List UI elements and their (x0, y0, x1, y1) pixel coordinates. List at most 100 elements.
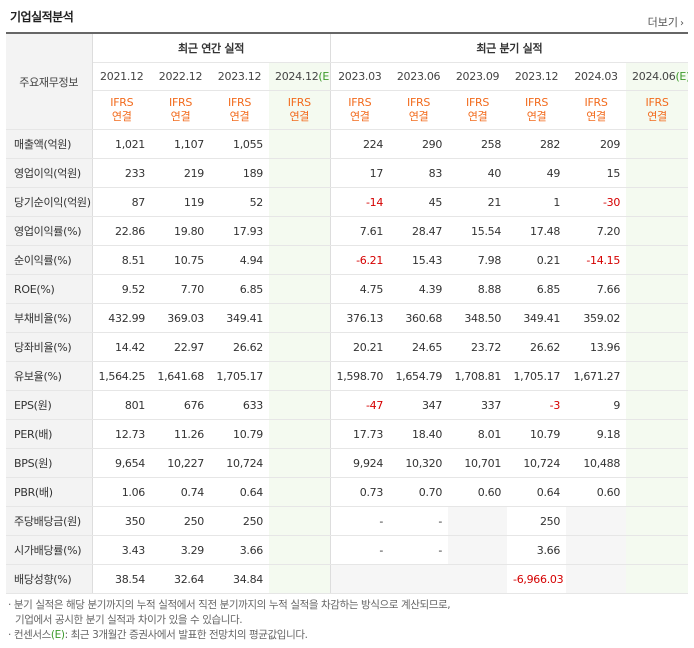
cell-value: 17.48 (507, 216, 567, 246)
row-label: 주당배당금(원) (6, 506, 93, 536)
cell-value: 10.75 (151, 245, 210, 275)
cell-value: 801 (92, 390, 151, 420)
period-label: 2024.12 (275, 70, 319, 83)
cell-value (269, 506, 331, 536)
cell-value: 7.70 (151, 274, 210, 304)
cell-value (626, 216, 689, 246)
cell-value: 10.79 (210, 419, 269, 449)
cell-value (626, 564, 689, 594)
cell-value: 3.66 (210, 535, 269, 565)
ifrs-label: IFRS (584, 96, 608, 109)
cell-value: 40 (448, 158, 508, 188)
cell-value: 369.03 (151, 303, 210, 333)
row-label: 순이익률(%) (6, 245, 93, 275)
cell-value: 1,641.68 (151, 361, 210, 391)
ifrs-label: IFRS (228, 96, 251, 109)
cell-value: -6.21 (329, 245, 390, 275)
estimate-mark: (E) (318, 70, 330, 83)
period-label: 2024.06 (632, 70, 676, 83)
cell-value: 119 (151, 187, 210, 217)
cell-value: 0.21 (507, 245, 567, 275)
cell-value: 1,654.79 (389, 361, 449, 391)
row-label: 매출액(억원) (6, 129, 93, 159)
cell-value: - (329, 535, 390, 565)
cell-value: 7.61 (329, 216, 390, 246)
row-label: 유보율(%) (6, 361, 93, 391)
period-4: 2023.03 (329, 62, 390, 91)
cell-value: -3 (507, 390, 567, 420)
cell-value (389, 564, 449, 594)
cell-value (626, 419, 689, 449)
cell-value: 26.62 (507, 332, 567, 362)
cell-value (626, 158, 689, 188)
cell-value: 32.64 (151, 564, 210, 594)
item-header: 주요재무정보 (6, 32, 93, 130)
cell-value: 1 (507, 187, 567, 217)
cell-value: 49 (507, 158, 567, 188)
footnote-2-est: (E) (50, 629, 65, 641)
cell-value: 19.80 (151, 216, 210, 246)
cell-value: 676 (151, 390, 210, 420)
cell-value: 9.18 (566, 419, 627, 449)
cell-value (626, 129, 689, 159)
cell-value: 8.88 (448, 274, 508, 304)
table-row: ROE(%) 9.52 7.70 6.85 4.75 4.39 8.88 6.85 7.66 (6, 274, 689, 304)
group-annual-header: 최근 연간 실적 (92, 32, 331, 63)
cell-value: 7.98 (448, 245, 508, 275)
cell-value: -47 (329, 390, 390, 420)
cell-value: - (389, 535, 449, 565)
period-label: 2023.09 (455, 70, 500, 83)
cell-value (626, 477, 689, 507)
chevron-right-icon: › (680, 18, 684, 29)
ifrs-basis-0: IFRS 연결 (92, 90, 151, 130)
cell-value: 4.75 (329, 274, 390, 304)
cell-value: 189 (210, 158, 269, 188)
cell-value: 10,724 (507, 448, 567, 478)
period-label: 2023.03 (338, 70, 382, 83)
cell-value: 34.84 (210, 564, 269, 594)
cell-value: 6.85 (210, 274, 269, 304)
cell-value: -14 (329, 187, 390, 217)
cell-value (448, 564, 508, 594)
ifrs-basis-7: IFRS 연결 (507, 90, 567, 130)
cell-value: 4.39 (389, 274, 449, 304)
cell-value: 1,598.70 (329, 361, 390, 391)
cell-value (269, 361, 331, 391)
table-row: BPS(원) 9,654 10,227 10,724 9,924 10,320 10,701… (6, 448, 689, 478)
cell-value (626, 187, 689, 217)
cell-value: 10,320 (389, 448, 449, 478)
cell-value: 24.65 (389, 332, 449, 362)
cell-value: 10,701 (448, 448, 508, 478)
cell-value: 18.40 (389, 419, 449, 449)
period-8: 2024.03 (566, 62, 627, 91)
cell-value: 10,488 (566, 448, 627, 478)
row-label: 배당성향(%) (6, 564, 93, 594)
consolidated-label: 연결 (647, 110, 667, 123)
cell-value: 11.26 (151, 419, 210, 449)
cell-value (566, 506, 627, 536)
row-label: 영업이익률(%) (6, 216, 93, 246)
financial-table: 주요재무정보 최근 연간 실적 최근 분기 실적 2021.12 2022.12 2… (6, 32, 689, 594)
cell-value: 13.96 (566, 332, 627, 362)
cell-value: 45 (389, 187, 449, 217)
consolidated-label: 연결 (467, 110, 488, 123)
row-label: PER(배) (6, 419, 93, 449)
consolidated-label: 연결 (170, 110, 191, 123)
cell-value: 87 (92, 187, 151, 217)
row-label: BPS(원) (6, 448, 93, 478)
ifrs-label: IFRS (466, 96, 490, 109)
table-row: 매출액(억원) 1,021 1,107 1,055 224 290 258 282 209 (6, 129, 689, 159)
cell-value (626, 332, 689, 362)
more-link[interactable]: 더보기 › (648, 14, 684, 30)
cell-value (448, 535, 508, 565)
consolidated-label: 연결 (526, 110, 547, 123)
cell-value: 250 (507, 506, 567, 536)
cell-value (269, 419, 331, 449)
cell-value: 348.50 (448, 303, 508, 333)
footnote-2: · 컨센서스(E): 최근 3개월간 증권사에서 발표한 전망치의 평균값입니다… (8, 628, 450, 643)
footnotes: · 분기 실적은 해당 분기까지의 누적 실적에서 직전 분기까지의 누적 실적… (8, 598, 451, 643)
cell-value: 38.54 (92, 564, 151, 594)
cell-value: 0.73 (329, 477, 390, 507)
cell-value: 1,107 (151, 129, 210, 159)
cell-value: -30 (566, 187, 627, 217)
